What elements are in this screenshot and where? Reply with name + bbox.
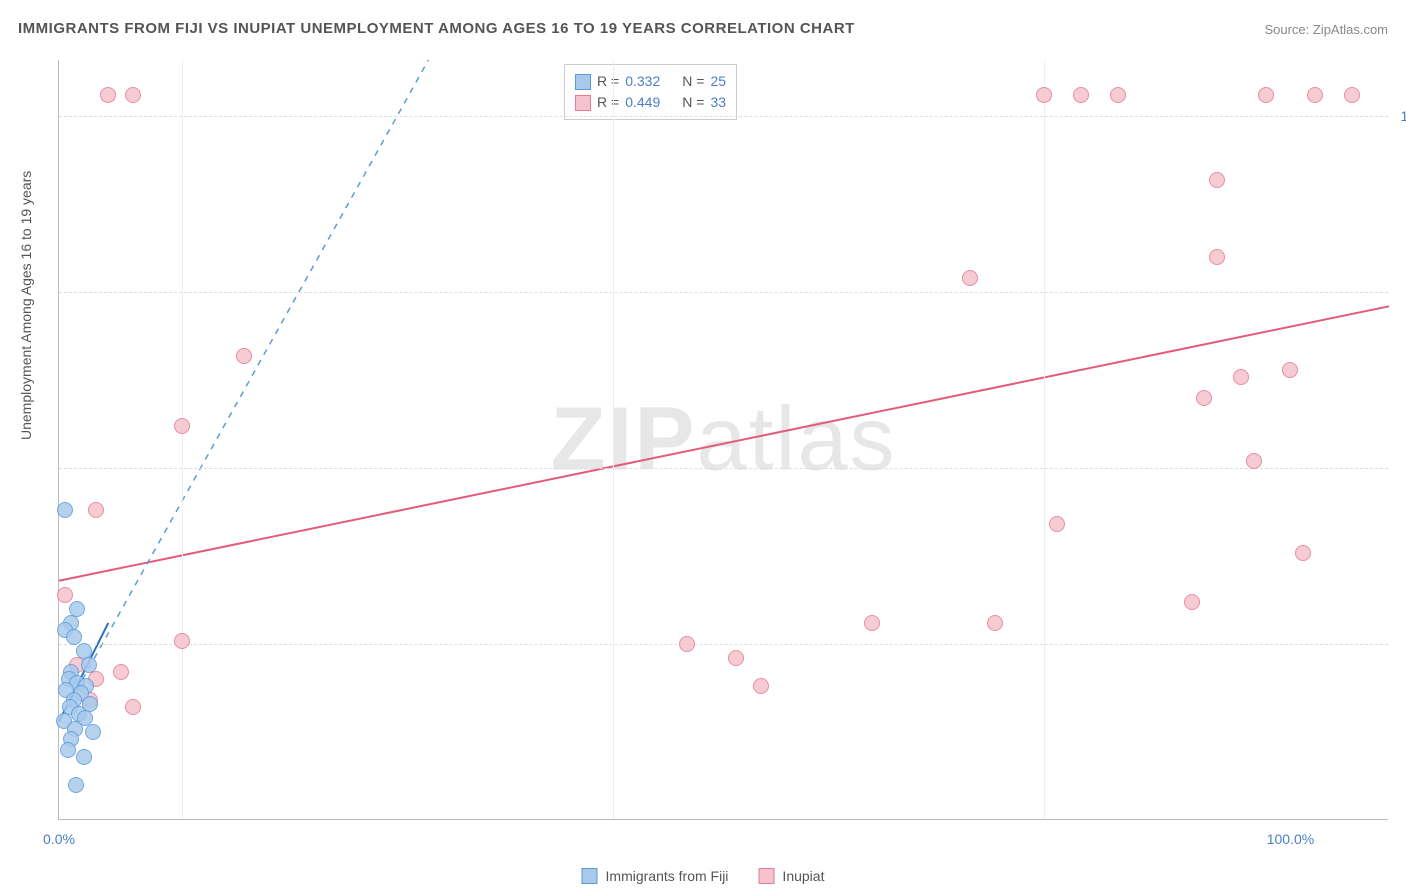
data-point-inupiat [1258,87,1274,103]
data-point-fiji [81,657,97,673]
chart-title: IMMIGRANTS FROM FIJI VS INUPIAT UNEMPLOY… [18,20,855,37]
data-point-fiji [68,777,84,793]
legend-swatch-fiji [582,868,598,884]
data-point-inupiat [1295,545,1311,561]
data-point-inupiat [100,87,116,103]
legend-stats-box: R = 0.332 N = 25 R = 0.449 N = 33 [564,64,737,120]
legend-label-inupiat: Inupiat [782,868,824,884]
legend-swatch-inupiat [758,868,774,884]
gridline-h [59,468,1388,469]
legend-item-inupiat: Inupiat [758,868,824,884]
y-tick-label: 100.0% [1393,108,1406,124]
data-point-inupiat [1110,87,1126,103]
legend-item-fiji: Immigrants from Fiji [582,868,729,884]
data-point-inupiat [1184,594,1200,610]
data-point-inupiat [1282,362,1298,378]
r-value-inupiat: 0.449 [625,92,660,113]
data-point-inupiat [57,587,73,603]
y-tick-label: 75.0% [1393,284,1406,300]
data-point-fiji [76,749,92,765]
gridline-h [59,292,1388,293]
data-point-inupiat [753,678,769,694]
x-tick-label: 0.0% [43,831,75,847]
x-tick-label: 100.0% [1267,831,1314,847]
trend-lines-layer [59,60,1388,819]
data-point-inupiat [728,650,744,666]
data-point-inupiat [1209,249,1225,265]
data-point-inupiat [679,636,695,652]
n-label: N = [682,71,704,92]
y-tick-label: 50.0% [1393,460,1406,476]
legend-bottom: Immigrants from Fiji Inupiat [582,868,825,884]
data-point-fiji [85,724,101,740]
legend-label-fiji: Immigrants from Fiji [606,868,729,884]
watermark: ZIPatlas [550,388,896,491]
data-point-fiji [66,629,82,645]
source-label: Source: ZipAtlas.com [1264,22,1388,37]
data-point-inupiat [125,87,141,103]
data-point-fiji [60,742,76,758]
data-point-inupiat [962,270,978,286]
gridline-v [182,60,183,819]
gridline-v [1044,60,1045,819]
r-label: R = [597,71,619,92]
n-label: N = [682,92,704,113]
stats-swatch-inupiat [575,95,591,111]
gridline-h [59,644,1388,645]
data-point-inupiat [1307,87,1323,103]
data-point-inupiat [113,664,129,680]
data-point-inupiat [1036,87,1052,103]
legend-stats-row-fiji: R = 0.332 N = 25 [575,71,726,92]
plot-area: ZIPatlas R = 0.332N = 25R = 0.449N = 33 … [58,60,1388,820]
data-point-inupiat [987,615,1003,631]
y-tick-label: 25.0% [1393,636,1406,652]
r-label: R = [597,92,619,113]
legend-stats-row-inupiat: R = 0.449 N = 33 [575,92,726,113]
data-point-inupiat [864,615,880,631]
data-point-inupiat [125,699,141,715]
data-point-fiji [57,502,73,518]
data-point-inupiat [1344,87,1360,103]
y-axis-label: Unemployment Among Ages 16 to 19 years [18,171,34,440]
data-point-inupiat [236,348,252,364]
n-value-fiji: 25 [710,71,726,92]
data-point-inupiat [174,418,190,434]
data-point-inupiat [1246,453,1262,469]
gridline-v [613,60,614,819]
data-point-inupiat [1233,369,1249,385]
data-point-inupiat [174,633,190,649]
data-point-inupiat [1196,390,1212,406]
data-point-inupiat [1209,172,1225,188]
data-point-inupiat [1049,516,1065,532]
stats-swatch-fiji [575,74,591,90]
data-point-inupiat [88,502,104,518]
n-value-inupiat: 33 [710,92,726,113]
r-value-fiji: 0.332 [625,71,660,92]
gridline-h [59,116,1388,117]
data-point-inupiat [1073,87,1089,103]
